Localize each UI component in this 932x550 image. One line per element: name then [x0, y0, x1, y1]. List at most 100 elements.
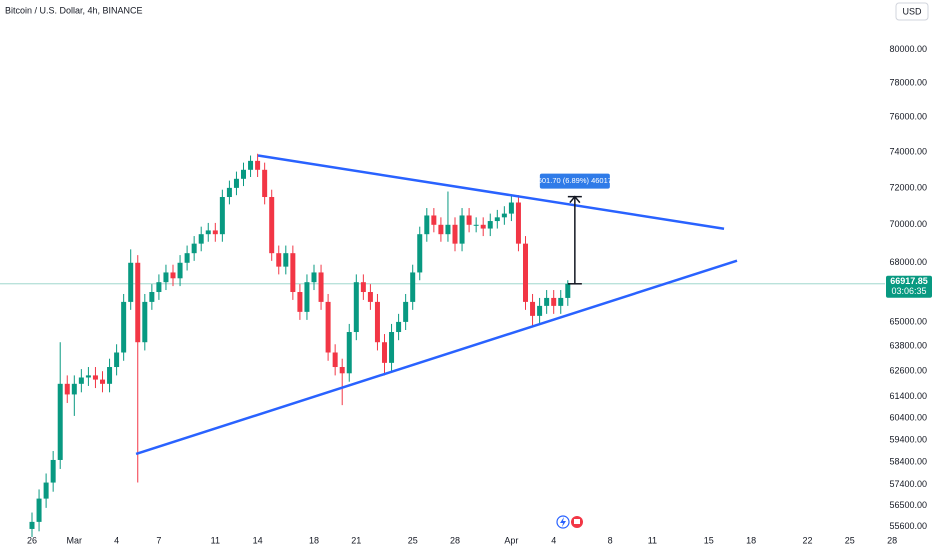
candle-body [71, 383, 77, 395]
candle-body [64, 383, 70, 395]
candle-body [332, 352, 338, 368]
measure-arrowhead [569, 195, 581, 204]
candle-body [346, 332, 352, 374]
x-tick-label: 4 [114, 535, 119, 545]
candle-body [558, 297, 564, 306]
x-tick-label: Apr [504, 535, 518, 545]
candle-body [431, 215, 437, 225]
candle-body [121, 301, 127, 353]
x-tick-label: 18 [309, 535, 319, 545]
candle-body [403, 301, 409, 322]
candle-body [360, 282, 366, 293]
candle-body [50, 459, 56, 483]
y-tick-label: 62600.00 [889, 366, 927, 376]
candle-body [438, 224, 444, 235]
x-tick-label: 28 [450, 535, 460, 545]
candle-body [43, 482, 49, 499]
candle-body [205, 230, 211, 235]
y-tick-label: 76000.00 [889, 111, 927, 121]
candle-body [537, 305, 543, 316]
indicator-icons [556, 515, 583, 529]
candle-body [311, 272, 317, 283]
candle-body [276, 253, 282, 267]
candle-body [219, 197, 225, 235]
candle-body [508, 202, 514, 214]
countdown-label: 03:06:35 [891, 286, 926, 296]
candle-body [551, 297, 557, 306]
candle-body [233, 178, 239, 188]
x-tick-label: 4 [551, 535, 556, 545]
chart-title: Bitcoin / U.S. Dollar, 4h, BINANCE [5, 5, 143, 15]
y-tick-label: 68000.00 [889, 257, 927, 267]
candle-body [57, 383, 63, 460]
x-tick-label: 18 [746, 535, 756, 545]
candle-body [100, 379, 106, 384]
candle-body [114, 352, 120, 368]
x-tick-label: 21 [351, 535, 361, 545]
candle-body [135, 262, 141, 343]
candle-body [374, 301, 380, 343]
last-price-label: 66917.85 [890, 276, 928, 286]
x-tick-label: 25 [408, 535, 418, 545]
candle-body [466, 215, 472, 225]
candle-body [269, 197, 275, 254]
candle-body [290, 253, 296, 293]
candle-body [212, 230, 218, 235]
candle-body [339, 367, 345, 374]
measure-label: 4601.70 (6.89%) 460170 [534, 176, 617, 185]
candle-body [530, 301, 536, 316]
candle-body [85, 375, 91, 378]
candle-body [241, 169, 247, 179]
candle-body [410, 272, 416, 302]
candle-body [389, 332, 395, 363]
last-price-tag [886, 275, 932, 298]
candle-body [191, 243, 197, 254]
candle-body [255, 160, 261, 170]
candle-body [163, 272, 169, 283]
y-tick-label: 80000.00 [889, 44, 927, 54]
candle-body [494, 217, 500, 222]
candle-body [325, 301, 331, 353]
candle-body [367, 292, 373, 302]
candle-body [445, 224, 451, 235]
x-tick-label: 7 [156, 535, 161, 545]
candle-body [459, 215, 465, 244]
candle-body [480, 224, 486, 229]
candle-body [107, 367, 113, 384]
candle-body [92, 375, 98, 380]
y-tick-label: 65000.00 [889, 316, 927, 326]
candle-body [417, 234, 423, 273]
y-tick-label: 78000.00 [889, 77, 927, 87]
candle-body [78, 377, 84, 384]
currency-label[interactable]: USD [902, 6, 922, 16]
candle-body [487, 221, 493, 229]
x-tick-label: 11 [648, 535, 657, 545]
y-tick-label: 63800.00 [889, 341, 927, 351]
candle-body [149, 292, 155, 302]
y-tick-label: 58400.00 [889, 457, 927, 467]
y-tick-label: 57400.00 [889, 479, 927, 489]
candle-body [198, 234, 204, 244]
candle-body [128, 262, 134, 302]
candle-body [283, 253, 289, 267]
y-tick-label: 59400.00 [889, 434, 927, 444]
candle-body [304, 282, 310, 312]
candle-body [565, 283, 571, 298]
candle-body [501, 213, 507, 218]
x-tick-label: 14 [253, 535, 263, 545]
candle-body [523, 243, 529, 302]
candle-body [473, 224, 479, 226]
currency-button[interactable] [895, 2, 929, 21]
y-tick-label: 56500.00 [889, 500, 927, 510]
trendline [135, 259, 738, 456]
candle-body [396, 321, 402, 333]
candle-body [515, 202, 521, 244]
measure-label-box [539, 173, 610, 189]
candle-body [170, 272, 176, 279]
candle-body [452, 224, 458, 244]
candle-body [226, 187, 232, 198]
candle-body [248, 160, 254, 170]
x-tick-label: 11 [211, 535, 220, 545]
